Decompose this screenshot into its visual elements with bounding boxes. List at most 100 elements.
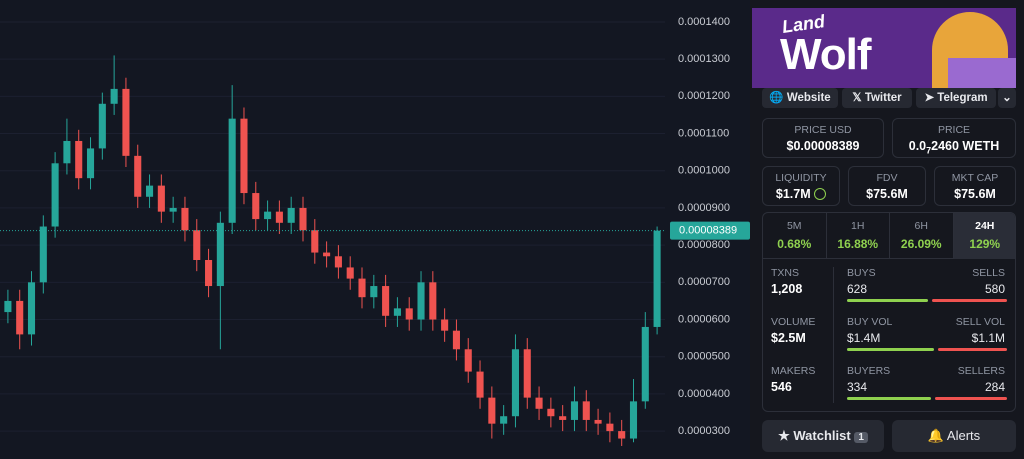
candle-body xyxy=(110,88,118,104)
value-part: 7 xyxy=(926,145,932,156)
candle-body xyxy=(500,416,508,424)
buys-bar xyxy=(847,299,929,302)
banner: Land Wolf xyxy=(752,8,1016,88)
alerts-button[interactable]: 🔔 Alerts xyxy=(892,420,1016,452)
y-tick-label: 0.0001000 xyxy=(678,165,730,177)
candle-body xyxy=(594,419,602,424)
candle-body xyxy=(287,207,295,223)
candle-body xyxy=(653,230,661,327)
candle-body xyxy=(264,211,272,220)
stat-value: 546 xyxy=(771,380,792,394)
candle-body xyxy=(523,349,531,398)
candle-body xyxy=(181,207,189,231)
watchlist-button[interactable]: ★ Watchlist 1 xyxy=(762,420,884,452)
candle-body xyxy=(370,286,378,298)
sells-bar xyxy=(935,397,1007,400)
candle-body xyxy=(86,148,95,179)
y-tick-label: 0.0000700 xyxy=(678,276,730,288)
stat-label: VOLUME xyxy=(771,316,816,328)
buys-value: 628 xyxy=(847,282,868,296)
label: PRICE xyxy=(937,124,971,136)
label: PRICE USD xyxy=(794,124,852,136)
fdv-card: FDV $75.6M xyxy=(848,166,926,206)
price-usd-card: PRICE USD $0.00008389 xyxy=(762,118,884,158)
last-price-tag xyxy=(670,221,750,240)
candle-body xyxy=(39,226,47,283)
button-text: Watchlist xyxy=(793,428,851,443)
candle-body xyxy=(535,397,543,409)
value: $75.6M xyxy=(866,187,908,201)
link-text: Twitter xyxy=(864,92,902,104)
candle-body xyxy=(193,230,201,261)
candle-body xyxy=(464,349,472,372)
buys-value: 334 xyxy=(847,380,868,394)
candle-body xyxy=(252,193,260,220)
value: $1.7M xyxy=(763,187,839,201)
website-link[interactable]: 🌐 Website xyxy=(762,88,838,108)
candle-body xyxy=(134,155,142,197)
divider xyxy=(833,267,834,403)
label: MKT CAP xyxy=(951,172,999,184)
timeframe-tab[interactable]: 6H 26.09% xyxy=(890,213,954,259)
y-tick-label: 0.0000300 xyxy=(678,425,730,437)
candle-body xyxy=(75,140,83,179)
timeframe-change: 26.09% xyxy=(900,237,942,251)
timeframe-label: 5M xyxy=(786,220,802,232)
candle-body xyxy=(346,267,354,279)
candle-body xyxy=(4,300,12,313)
y-tick-label: 0.0001100 xyxy=(678,127,729,139)
telegram-link[interactable]: ➤ Telegram xyxy=(916,88,996,108)
candle-body xyxy=(441,319,449,331)
y-tick-label: 0.0000500 xyxy=(678,351,730,363)
y-tick-label: 0.0000400 xyxy=(678,388,730,400)
stat-label: TXNS xyxy=(771,267,800,279)
candle-body xyxy=(63,140,71,164)
price-native-card: PRICE 0.072460 WETH xyxy=(892,118,1016,158)
mktcap-card: MKT CAP $75.6M xyxy=(934,166,1016,206)
timeframe-tab[interactable]: 1H 16.88% xyxy=(827,213,890,259)
timeframe-tab[interactable]: 5M 0.68% xyxy=(763,213,827,259)
timeframe-tab[interactable]: 24H 129% xyxy=(953,213,1015,259)
candle-body xyxy=(405,308,413,320)
timeframe-change: 129% xyxy=(969,237,1001,251)
sells-value: 284 xyxy=(984,380,1005,394)
candle-body xyxy=(476,371,484,398)
y-tick-label: 0.0000600 xyxy=(678,313,730,325)
candle-body xyxy=(169,207,177,212)
more-links[interactable]: ⌄ xyxy=(998,88,1016,108)
stat-label: MAKERS xyxy=(771,365,816,377)
candle-body xyxy=(547,408,555,417)
stat-value: $2.5M xyxy=(771,331,806,345)
sells-value: $1.1M xyxy=(971,331,1005,345)
buys-bar xyxy=(847,397,932,400)
candle-body xyxy=(382,286,390,316)
candle-body xyxy=(27,282,36,335)
candle-body xyxy=(641,326,649,402)
candle-body xyxy=(452,330,460,350)
buys-bar xyxy=(847,348,935,351)
timeframe-label: 24H xyxy=(975,220,995,232)
timeframe-row: 5M 0.68% 1H 16.88% 6H 26.09% 24H 129% xyxy=(763,213,1015,259)
sells-label: SELLS xyxy=(972,267,1005,279)
candle-body xyxy=(311,230,319,253)
sells-bar xyxy=(932,299,1007,302)
stat-value: 1,208 xyxy=(771,282,803,296)
candle-body xyxy=(393,308,401,316)
candle-body xyxy=(618,431,626,439)
link-text: Telegram xyxy=(937,92,988,104)
candle-body xyxy=(323,252,331,257)
y-tick-label: 0.0000900 xyxy=(678,202,730,214)
candle-body xyxy=(228,118,236,223)
link-text: Website xyxy=(786,92,831,104)
candle-body xyxy=(417,282,425,320)
candle-body xyxy=(299,207,307,231)
button-text: Alerts xyxy=(946,428,981,443)
twitter-link[interactable]: 𝕏 Twitter xyxy=(842,88,912,108)
value-text: $1.7M xyxy=(775,187,811,201)
candle-body xyxy=(629,401,638,439)
value-part: 0.0 xyxy=(908,139,927,153)
value: $0.00008389 xyxy=(786,139,860,153)
buys-label: BUY VOL xyxy=(847,316,893,328)
label: FDV xyxy=(876,172,898,184)
